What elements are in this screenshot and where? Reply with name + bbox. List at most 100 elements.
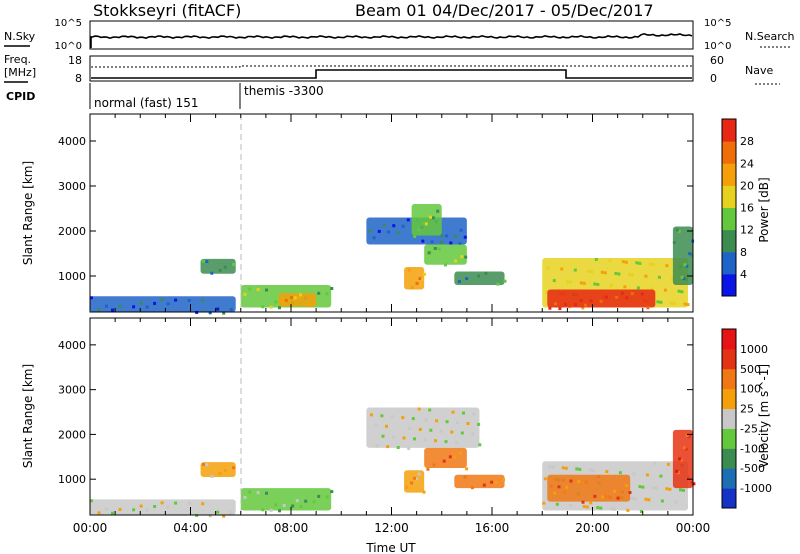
data-pixel: [569, 479, 573, 483]
data-pixel: [390, 415, 394, 419]
data-pixel: [657, 275, 661, 279]
data-pixel: [680, 290, 684, 294]
data-pixel: [248, 287, 252, 291]
data-pixel: [291, 504, 295, 508]
data-pixel: [450, 430, 454, 434]
data-pixel: [630, 496, 634, 500]
data-pixel: [669, 301, 673, 305]
data-region: [200, 258, 236, 275]
data-pixel: [454, 235, 458, 239]
data-pixel: [269, 508, 273, 512]
colorbar-frame: [721, 328, 737, 509]
colorbar-tick-label: 100: [740, 383, 761, 396]
data-pixel: [466, 422, 470, 425]
x-tick-label: 04:00: [173, 521, 208, 535]
data-pixel: [593, 494, 597, 498]
data-pixel: [554, 302, 557, 306]
data-pixel: [410, 286, 414, 290]
data-pixel: [401, 416, 405, 420]
data-pixel: [299, 505, 303, 508]
data-pixel: [387, 230, 391, 234]
data-pixel: [587, 269, 591, 273]
noise-sky-label: N.Sky: [4, 30, 36, 43]
data-pixel: [601, 495, 605, 499]
data-pixel: [459, 228, 463, 232]
data-pixel: [299, 293, 302, 297]
colorbar-tick-label: 8: [740, 246, 747, 259]
data-pixel: [454, 259, 458, 263]
data-pixel: [422, 490, 426, 494]
data-pixel: [628, 491, 632, 494]
data-pixel: [548, 306, 552, 310]
data-pixel: [615, 296, 619, 299]
data-pixel: [668, 487, 672, 491]
data-pixel: [682, 277, 686, 281]
data-pixel: [577, 480, 581, 484]
data-pixel: [471, 432, 475, 436]
colorbar-tick-label: 20: [740, 179, 754, 192]
data-pixel: [578, 467, 582, 471]
data-pixel: [396, 446, 400, 449]
data-region: [672, 429, 696, 489]
data-pixel: [620, 490, 624, 494]
data-pixel: [433, 247, 437, 250]
data-pixel: [482, 483, 486, 487]
data-pixel: [678, 457, 682, 461]
colorbar-swatch: [722, 368, 736, 390]
data-pixel: [609, 284, 613, 288]
colorbar-tick-label: 12: [740, 224, 754, 237]
data-pixel: [417, 407, 421, 411]
data-pixel: [222, 514, 226, 518]
data-region-fill: [411, 204, 442, 236]
data-pixel: [145, 305, 149, 309]
power-x-ticks: [89, 114, 694, 312]
x-tick-label: 20:00: [575, 521, 610, 535]
data-pixel: [407, 446, 411, 450]
data-pixel: [651, 263, 655, 266]
data-region: [672, 226, 695, 285]
nave-trace: [91, 65, 692, 68]
data-pixel: [265, 288, 268, 292]
data-pixel: [449, 241, 453, 245]
data-pixel: [451, 410, 455, 414]
data-pixel: [582, 505, 586, 508]
data-pixel: [679, 488, 682, 492]
data-pixel: [605, 470, 609, 474]
data-pixel: [640, 292, 644, 296]
data-pixel: [626, 508, 630, 512]
data-pixel: [210, 271, 214, 275]
data-pixel: [418, 277, 422, 281]
data-pixel: [153, 301, 157, 305]
data-pixel: [457, 280, 461, 283]
data-pixel: [439, 240, 443, 244]
data-pixel: [312, 500, 316, 504]
data-region-fill: [424, 447, 467, 468]
data-pixel: [484, 271, 488, 275]
data-pixel: [205, 260, 209, 264]
data-pixel: [208, 514, 212, 518]
data-pixel: [665, 487, 669, 491]
data-pixel: [202, 463, 205, 466]
data-pixel: [421, 239, 425, 243]
data-pixel: [458, 451, 462, 455]
data-pixel: [415, 281, 419, 285]
power-panel: 1000 2000 3000 4000 Slant Range [km]: [21, 113, 695, 315]
data-pixel: [564, 302, 567, 306]
data-pixel: [377, 229, 381, 233]
data-pixel: [648, 262, 652, 266]
noise-right-tick-bottom: 10^0: [704, 41, 731, 52]
cpid-label: CPID: [6, 90, 35, 103]
data-pixel: [584, 303, 587, 307]
data-pixel: [502, 478, 505, 482]
y-tick-label: 3000: [58, 384, 86, 397]
data-pixel: [565, 485, 569, 489]
data-pixel: [414, 477, 418, 481]
data-pixel: [552, 279, 556, 283]
data-pixel: [420, 277, 424, 281]
data-pixel: [589, 299, 593, 303]
data-pixel: [581, 306, 585, 310]
data-pixel: [243, 495, 247, 499]
data-pixel: [647, 498, 651, 502]
data-region-fill: [454, 474, 505, 489]
